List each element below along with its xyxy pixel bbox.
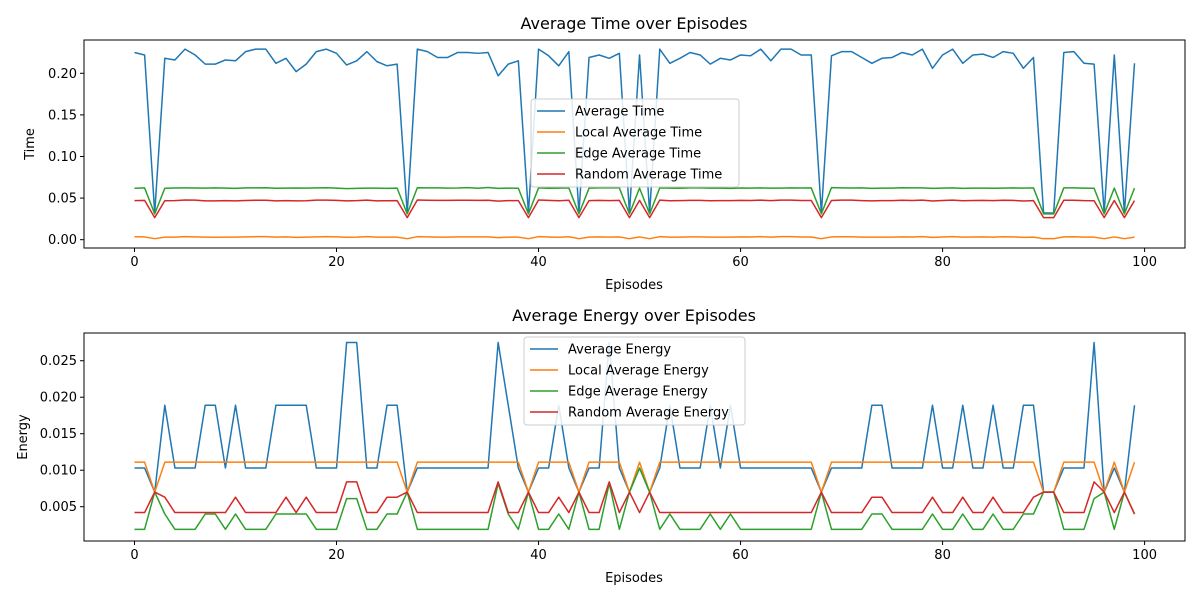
energy-chart-title: Average Energy over Episodes <box>512 306 756 325</box>
energy-series-line-3 <box>134 467 1136 531</box>
time-axes-frame <box>83 39 1186 249</box>
energy-series-lines <box>134 341 1136 531</box>
time-y-tick-label: 0.15 <box>48 108 77 123</box>
time-legend-label-3: Edge Average Time <box>575 147 701 162</box>
energy-axes-frame <box>83 332 1186 542</box>
energy-legend-label-2: Local Average Energy <box>568 364 709 379</box>
time-legend-label-4: Random Average Time <box>575 168 722 183</box>
energy-y-tick-label: 0.025 <box>40 354 77 369</box>
time-x-tick-label: 80 <box>934 255 951 270</box>
time-x-tick-label: 100 <box>1132 255 1157 270</box>
energy-legend-label-4: Random Average Energy <box>568 406 729 421</box>
time-x-tick-label: 60 <box>732 255 749 270</box>
time-chart-panel: Average Time over Episodes Episodes Time… <box>23 14 1186 293</box>
energy-legend-box <box>523 336 746 426</box>
energy-series-line-2 <box>134 461 1136 493</box>
energy-x-tick-label: 80 <box>934 548 951 563</box>
energy-x-tick-label: 0 <box>130 548 138 563</box>
time-series-line-2 <box>134 235 1135 240</box>
time-legend: Average Time Local Average Time Edge Avera… <box>530 98 740 188</box>
time-legend-label-2: Local Average Time <box>575 126 702 141</box>
energy-x-axis-label: Episodes <box>605 571 663 586</box>
time-y-tick-label: 0.05 <box>48 192 77 207</box>
time-series-line-3 <box>134 186 1136 215</box>
time-chart-title: Average Time over Episodes <box>521 14 748 33</box>
energy-legend-label-3: Edge Average Energy <box>568 385 708 400</box>
energy-y-axis-label: Energy <box>16 414 31 460</box>
time-y-tick-label: 0.20 <box>48 67 77 82</box>
energy-y-tick-label: 0.020 <box>40 391 77 406</box>
time-legend-box <box>530 98 740 188</box>
time-x-tick-label: 20 <box>328 255 345 270</box>
energy-series-line-4 <box>134 481 1136 515</box>
energy-y-tick-label: 0.015 <box>40 427 77 442</box>
energy-x-tick-label: 100 <box>1132 548 1157 563</box>
time-y-tick-label: 0.00 <box>48 233 77 248</box>
energy-legend: Average Energy Local Average Energy Edge A… <box>523 336 746 426</box>
energy-x-tick-label: 40 <box>530 548 547 563</box>
time-x-axis-label: Episodes <box>605 278 663 293</box>
energy-legend-label-1: Average Energy <box>568 343 671 358</box>
energy-y-tick-label: 0.005 <box>40 500 77 515</box>
time-y-tick-label: 0.10 <box>48 150 77 165</box>
energy-x-tick-label: 20 <box>328 548 345 563</box>
time-series-line-4 <box>134 199 1136 219</box>
time-legend-label-1: Average Time <box>575 105 664 120</box>
time-x-tick-label: 0 <box>130 255 138 270</box>
time-x-tick-label: 40 <box>530 255 547 270</box>
time-y-axis-label: Time <box>23 128 38 161</box>
energy-y-tick-label: 0.010 <box>40 464 77 479</box>
energy-chart-panel: Average Energy over Episodes Episodes En… <box>16 306 1186 586</box>
energy-x-tick-label: 60 <box>732 548 749 563</box>
